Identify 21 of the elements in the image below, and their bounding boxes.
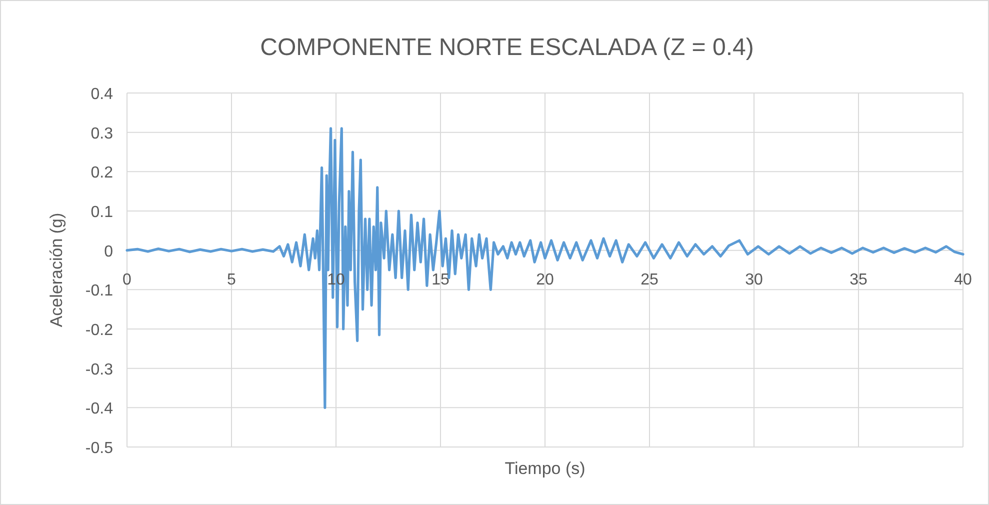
y-tick-label: 0.4	[90, 86, 114, 103]
y-tick-label: -0.5	[85, 440, 114, 457]
y-tick-label: 0.3	[90, 125, 114, 142]
chart-title: COMPONENTE NORTE ESCALADA (Z = 0.4)	[260, 34, 754, 61]
y-tick-label: 0.1	[90, 204, 114, 221]
y-tick-label: -0.1	[85, 282, 114, 300]
y-axis-title: Aceleración (g)	[47, 212, 66, 328]
y-tick-label: -0.2	[85, 322, 114, 339]
x-tick-label: 5	[227, 271, 236, 288]
x-tick-label: 35	[850, 271, 868, 288]
x-tick-label: 20	[536, 271, 554, 288]
x-tick-label: 40	[954, 271, 972, 288]
y-tick-label: 0.2	[90, 164, 114, 182]
x-tick-label: 25	[640, 271, 658, 288]
y-tick-label: 0	[104, 243, 114, 260]
y-tick-label: -0.4	[85, 400, 114, 418]
x-axis-title: Tiempo (s)	[504, 459, 586, 478]
x-tick-label: 0	[122, 271, 132, 288]
x-tick-label: 15	[432, 271, 450, 288]
y-tick-label: -0.3	[85, 361, 114, 378]
x-tick-label: 30	[745, 271, 763, 288]
